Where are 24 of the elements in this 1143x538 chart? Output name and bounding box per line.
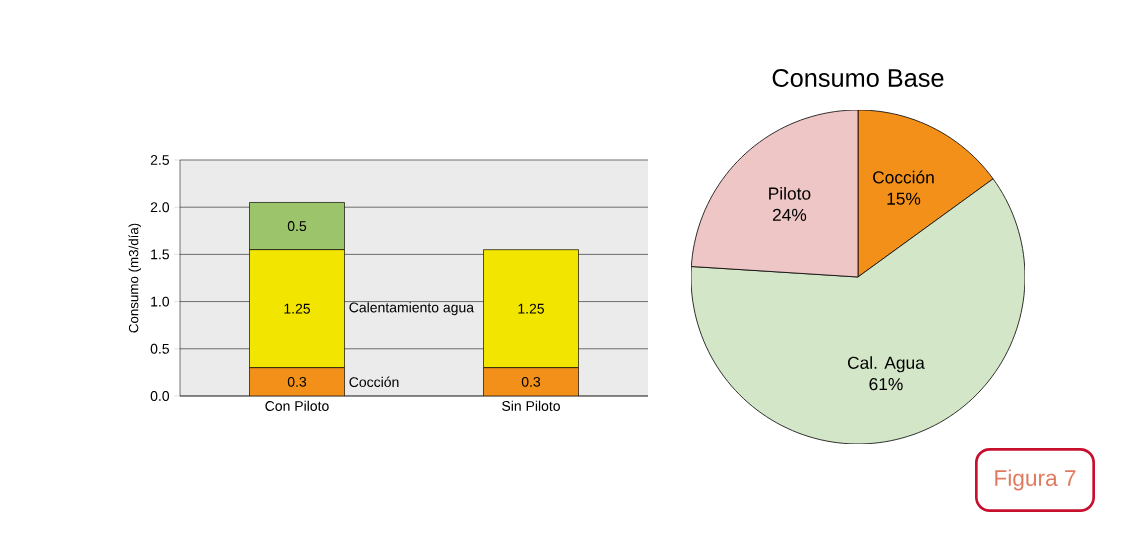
- slice-label: Piloto: [769, 186, 811, 200]
- x-tick-label: Con Piloto: [265, 400, 329, 411]
- series-label: Calentamiento agua: [349, 302, 475, 316]
- data-label: 0.5: [287, 221, 307, 232]
- series-label: Cocción: [349, 376, 399, 388]
- y-axis-title: Consumo (m3/día): [128, 223, 141, 333]
- data-label: 1.25: [518, 303, 545, 314]
- chart-title: Consumo Base: [772, 69, 944, 87]
- data-label: 61%: [869, 377, 903, 391]
- y-tick-label: 0.0: [150, 391, 170, 401]
- data-label: 1.25: [284, 303, 311, 314]
- data-label: 24%: [772, 208, 807, 221]
- y-tick-label: 2.0: [150, 202, 170, 213]
- data-label: 15%: [887, 192, 921, 205]
- data-label: 0.3: [287, 376, 307, 387]
- x-tick-label: Sin Piloto: [502, 400, 560, 411]
- y-tick-label: 1.0: [151, 296, 170, 307]
- slice-label: Cal. Agua: [847, 356, 925, 373]
- text: Figura 7: [995, 469, 1076, 491]
- y-tick-label: 2.5: [150, 155, 170, 165]
- y-tick-label: 1.5: [151, 249, 170, 260]
- data-label: 0.3: [521, 376, 541, 387]
- y-tick-label: 0.5: [150, 343, 170, 354]
- slice-label: Cocción: [873, 170, 934, 184]
